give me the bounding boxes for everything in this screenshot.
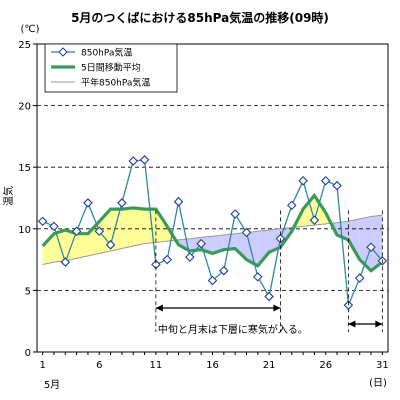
cold-anomaly-fill bbox=[257, 230, 270, 266]
x-tick-label: 16 bbox=[206, 360, 219, 371]
y-axis-label: 温気 bbox=[2, 186, 15, 206]
data-point bbox=[117, 198, 127, 208]
data-point bbox=[366, 242, 376, 253]
data-point bbox=[309, 215, 320, 225]
y-tick-label: 0 bbox=[25, 348, 31, 359]
legend-label-moving-average: 5日間移動平均 bbox=[81, 62, 141, 74]
legend-label-850hpa: 850hPa気温 bbox=[81, 47, 132, 59]
data-point bbox=[253, 272, 263, 282]
y-tick-label: 25 bbox=[18, 40, 31, 51]
series-line-normal bbox=[42, 214, 383, 265]
data-point bbox=[128, 156, 139, 166]
data-point bbox=[49, 221, 59, 232]
legend-label-normal: 平年850hPa気温 bbox=[81, 77, 150, 89]
cold-anomaly-fill bbox=[246, 231, 258, 266]
x-tick-label: 11 bbox=[150, 360, 163, 371]
warm-anomaly-fill bbox=[110, 209, 122, 251]
data-point bbox=[230, 209, 240, 219]
series-line-moving-average bbox=[41, 192, 384, 273]
warm-anomaly-fill bbox=[121, 207, 134, 249]
cold-anomaly-fill bbox=[348, 218, 360, 260]
chart-title: 5月のつくばにおける85hPa気温の推移(09時) bbox=[71, 10, 329, 25]
warm-anomaly-fill bbox=[76, 233, 88, 259]
x-tick-label: 6 bbox=[96, 360, 102, 371]
x-tick-label: 31 bbox=[376, 360, 389, 371]
y-tick-label: 15 bbox=[18, 163, 31, 174]
data-point bbox=[94, 226, 105, 237]
data-point bbox=[241, 227, 252, 238]
cold-anomaly-fill bbox=[235, 232, 247, 260]
data-point bbox=[298, 175, 308, 186]
data-point bbox=[264, 291, 274, 302]
cold-anomaly-fill bbox=[359, 216, 372, 271]
y-tick-label: 20 bbox=[18, 102, 31, 113]
warm-anomaly-fill bbox=[42, 233, 54, 265]
data-point bbox=[196, 238, 206, 249]
data-point bbox=[219, 265, 229, 276]
data-point bbox=[105, 240, 116, 250]
x-tick-label: 21 bbox=[263, 360, 276, 371]
data-point bbox=[207, 275, 218, 286]
data-point bbox=[71, 226, 82, 237]
data-point bbox=[320, 175, 331, 186]
x-tick-label: 26 bbox=[319, 360, 332, 371]
arrowhead bbox=[155, 304, 163, 312]
data-point bbox=[185, 252, 195, 262]
warm-anomaly-fill bbox=[133, 207, 145, 247]
data-point bbox=[286, 200, 297, 211]
data-point bbox=[139, 155, 150, 165]
warm-anomaly-fill bbox=[155, 209, 168, 243]
data-point bbox=[173, 196, 184, 207]
y-unit-label: (℃) bbox=[20, 24, 39, 35]
x-tick-label: 1 bbox=[39, 360, 45, 371]
month-label: 5月 bbox=[44, 379, 60, 391]
cold-anomaly-fill bbox=[269, 228, 281, 253]
data-point bbox=[162, 254, 172, 265]
y-tick-label: 10 bbox=[18, 225, 31, 236]
data-point bbox=[354, 273, 365, 283]
annotation-text: 中旬と月末は下層に寒気が入る。 bbox=[158, 323, 308, 336]
cold-anomaly-fill bbox=[212, 234, 224, 254]
y-tick-label: 5 bbox=[25, 286, 31, 297]
data-point bbox=[37, 216, 48, 227]
data-point bbox=[60, 257, 71, 267]
arrowhead bbox=[375, 320, 383, 328]
arrowhead bbox=[273, 304, 281, 312]
legend-marker-850hpa bbox=[58, 47, 68, 57]
data-point bbox=[83, 198, 93, 208]
arrowhead bbox=[348, 320, 356, 328]
warm-anomaly-fill bbox=[314, 195, 326, 226]
data-point bbox=[332, 180, 342, 191]
x-unit-label: (日) bbox=[369, 378, 387, 389]
